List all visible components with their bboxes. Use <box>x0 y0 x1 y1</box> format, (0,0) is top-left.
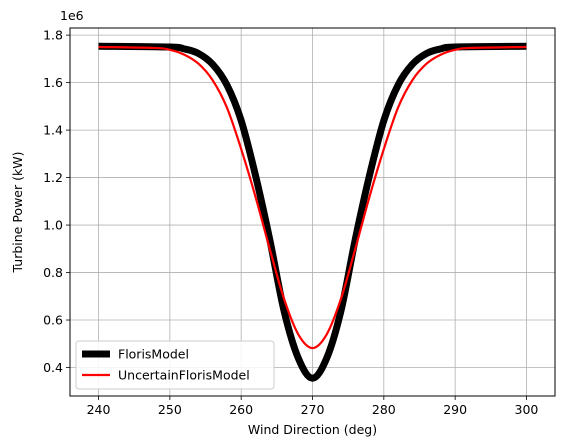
legend-label-uncertain: UncertainFlorisModel <box>118 368 250 383</box>
y-tick-label: 0.8 <box>43 265 63 280</box>
y-axis: 0.4 0.6 0.8 1.0 1.2 1.4 1.6 1.8 <box>43 28 70 375</box>
y-tick-label: 1.0 <box>43 218 63 233</box>
x-tick-label: 250 <box>158 402 182 417</box>
x-axis: 240 250 260 270 280 290 300 <box>87 396 539 417</box>
x-tick-label: 290 <box>443 402 467 417</box>
x-tick-label: 300 <box>515 402 539 417</box>
y-axis-label: Turbine Power (kW) <box>10 152 25 274</box>
y-tick-label: 0.4 <box>43 360 63 375</box>
grid-lines <box>70 28 555 396</box>
x-tick-label: 280 <box>372 402 396 417</box>
legend-box <box>75 340 275 390</box>
series-line-uncertain <box>98 45 527 350</box>
y-tick-label: 1.8 <box>43 28 63 43</box>
x-tick-label: 270 <box>301 402 325 417</box>
series-line-floris <box>98 42 527 382</box>
series-layer <box>98 42 527 382</box>
y-tick-label: 1.2 <box>43 170 63 185</box>
y-tick-label: 0.6 <box>43 313 63 328</box>
y-tick-label: 1.6 <box>43 75 63 90</box>
y-tick-label: 1.4 <box>43 123 63 138</box>
x-tick-label: 240 <box>87 402 111 417</box>
legend-label-floris: FlorisModel <box>118 347 189 362</box>
x-tick-label: 260 <box>229 402 253 417</box>
y-offset-label: 1e6 <box>60 8 84 23</box>
legend: FlorisModel UncertainFlorisModel <box>75 340 275 390</box>
x-axis-label: Wind Direction (deg) <box>248 422 377 437</box>
